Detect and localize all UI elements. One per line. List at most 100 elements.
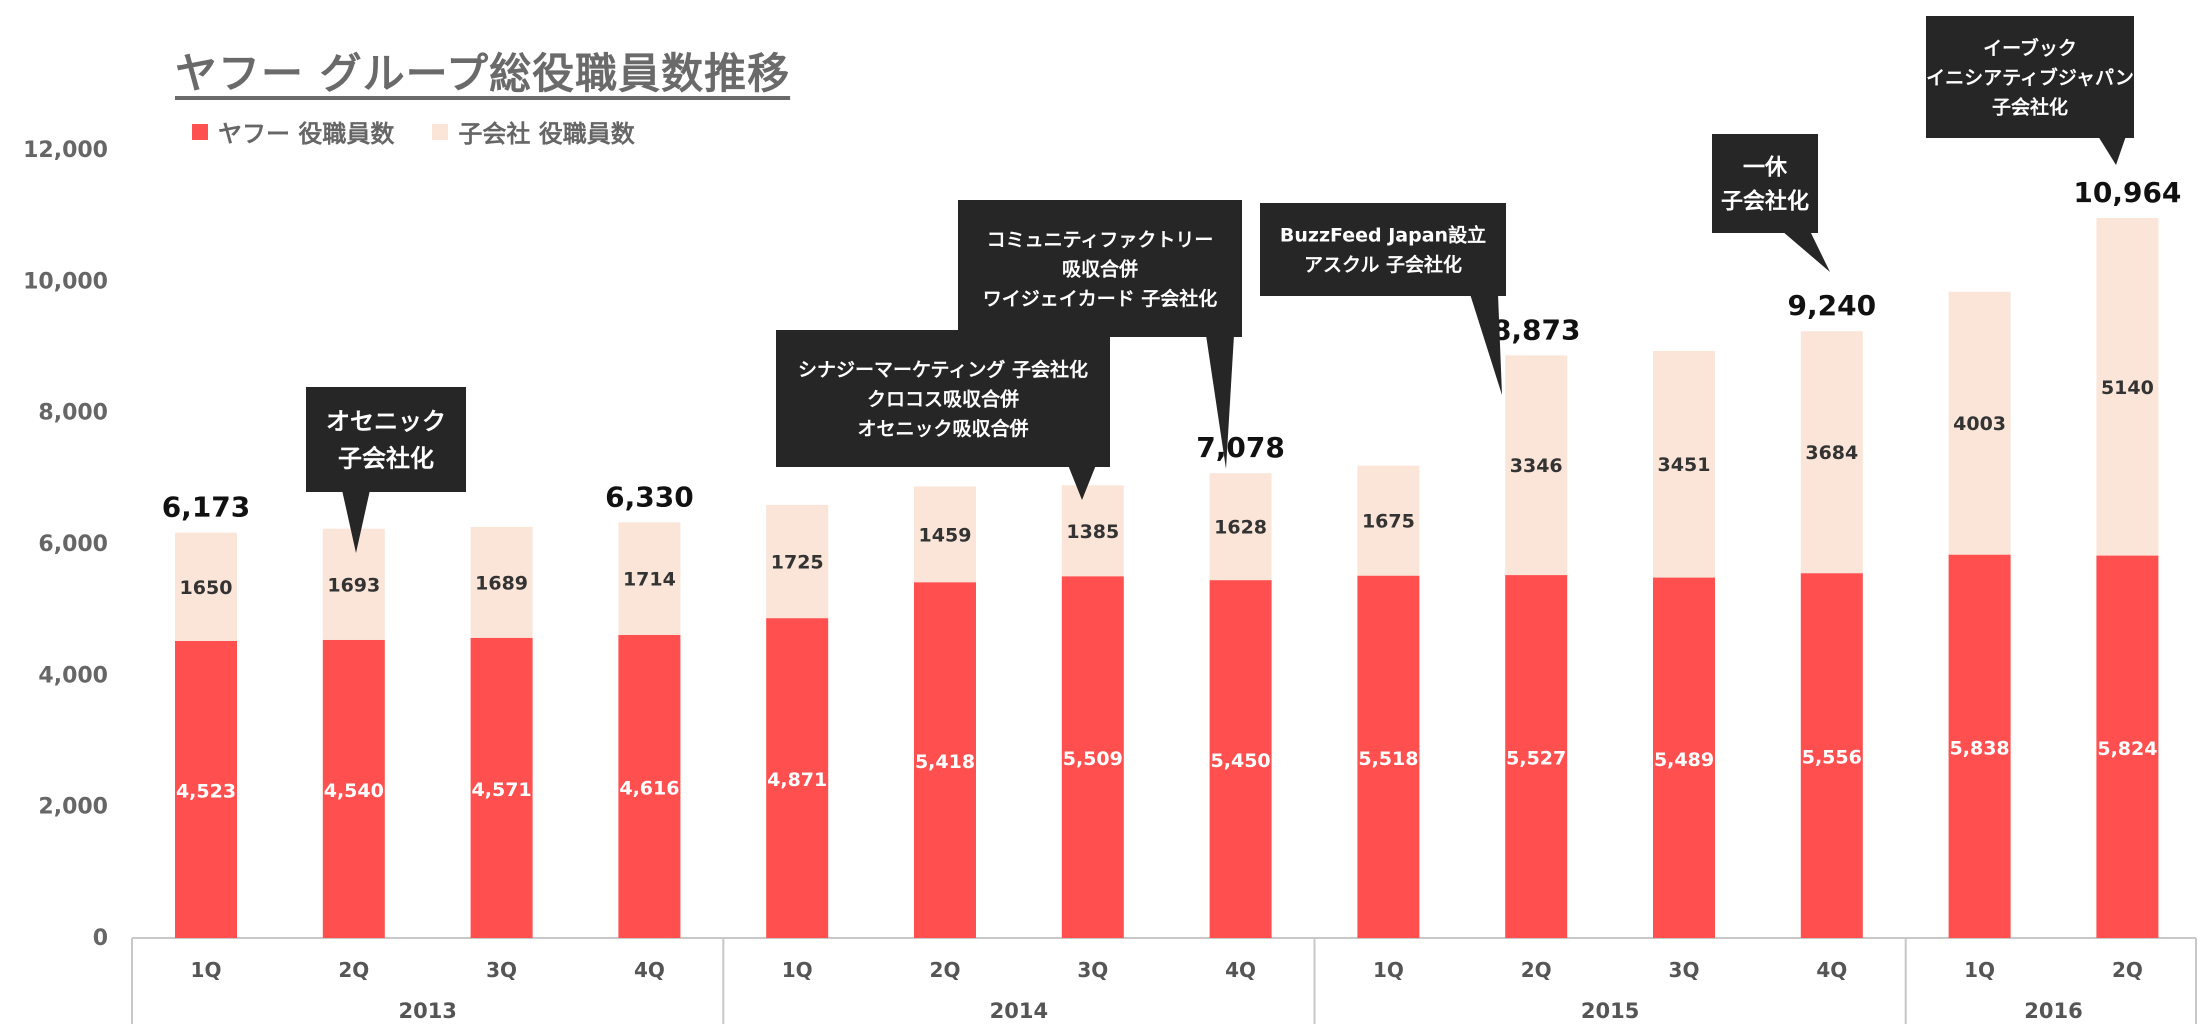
x-tick-label: 2Q (930, 958, 961, 982)
data-label-yahoo: 5,518 (1358, 748, 1418, 770)
bar-subsidiary (470, 526, 533, 638)
total-label: 6,330 (605, 480, 694, 513)
x-tick-label: 2Q (2112, 958, 2143, 982)
y-tick-label: 0 (93, 926, 108, 951)
bar-yahoo (470, 637, 533, 938)
data-label-yahoo: 5,489 (1654, 749, 1714, 771)
legend-item-subsidiary: 子会社 役職員数 (432, 114, 635, 149)
legend: ヤフー 役職員数 子会社 役職員数 (192, 114, 635, 149)
callout-box (1712, 134, 1818, 233)
x-group-label: 2014 (990, 999, 1048, 1023)
callout-pointer (2098, 136, 2126, 165)
bar-yahoo (1800, 573, 1863, 938)
data-label-subsidiary: 3451 (1658, 454, 1711, 476)
data-label-yahoo: 5,450 (1211, 750, 1271, 772)
x-group-label: 2013 (398, 999, 456, 1023)
bar-yahoo (618, 634, 681, 938)
data-label-yahoo: 4,540 (324, 780, 384, 802)
y-tick-label: 6,000 (38, 532, 108, 557)
callout-pointer (1068, 465, 1096, 500)
data-label-subsidiary: 3346 (1510, 455, 1563, 477)
x-tick-label: 1Q (1373, 958, 1404, 982)
x-tick-label: 1Q (782, 958, 813, 982)
bar-subsidiary (1061, 485, 1124, 577)
y-tick-label: 8,000 (38, 401, 108, 426)
bar-yahoo (1505, 575, 1568, 938)
bar-subsidiary (1209, 473, 1272, 581)
data-label-yahoo: 5,556 (1802, 747, 1862, 769)
y-tick-label: 12,000 (23, 138, 108, 163)
data-label-subsidiary: 1689 (475, 572, 528, 594)
callout-box (1260, 203, 1506, 296)
bar-subsidiary (766, 504, 829, 619)
data-label-yahoo: 4,523 (176, 780, 236, 802)
y-tick-label: 4,000 (38, 663, 108, 688)
callout-text: 子会社化 (1721, 188, 1809, 214)
data-label-yahoo: 4,571 (472, 779, 532, 801)
y-tick-label: 10,000 (23, 269, 108, 294)
bar-subsidiary (914, 486, 976, 583)
bar-subsidiary (618, 522, 681, 635)
bar-subsidiary (1948, 291, 2011, 555)
callout-pointer (1470, 294, 1502, 395)
x-tick-label: 2Q (1521, 958, 1552, 982)
bar-yahoo (1653, 577, 1715, 938)
bar-subsidiary (1505, 355, 1568, 576)
callout-text: イーブック (1983, 36, 2077, 59)
bar-subsidiary (1800, 331, 1863, 574)
total-label: 6,173 (162, 491, 251, 524)
bar-subsidiary (175, 532, 237, 641)
data-label-subsidiary: 1459 (919, 524, 972, 546)
x-tick-label: 3Q (1669, 958, 1700, 982)
data-label-yahoo: 5,838 (1950, 737, 2010, 759)
chart-title: ヤフー グループ総役職員数推移 (175, 49, 791, 98)
data-label-subsidiary: 5140 (2101, 377, 2154, 399)
callout-text: 一休 (1743, 155, 1788, 180)
legend-item-yahoo: ヤフー 役職員数 (192, 114, 394, 149)
data-label-yahoo: 5,418 (915, 751, 975, 773)
data-label-subsidiary: 1725 (771, 552, 824, 574)
callout-box (1926, 16, 2134, 138)
callout-box (776, 330, 1110, 467)
legend-label-subsidiary: 子会社 役職員数 (458, 120, 635, 148)
x-group-label: 2016 (2024, 999, 2082, 1023)
data-label-subsidiary: 4003 (1953, 413, 2006, 435)
bar-yahoo (1209, 580, 1272, 938)
bar-yahoo (1357, 575, 1420, 938)
legend-swatch-subsidiary (432, 123, 449, 140)
callout-text: クロコス吸収合併 (867, 387, 1019, 410)
legend-label-yahoo: ヤフー 役職員数 (218, 120, 395, 148)
data-label-yahoo: 5,509 (1063, 748, 1123, 770)
total-label: 10,964 (2073, 176, 2181, 209)
data-label-yahoo: 5,824 (2097, 738, 2157, 760)
bar-subsidiary (2096, 218, 2159, 556)
callout-text: オセニック (326, 408, 446, 436)
bar-yahoo (2096, 555, 2159, 938)
x-tick-label: 4Q (634, 958, 665, 982)
data-label-subsidiary: 1385 (1066, 521, 1119, 543)
x-tick-label: 2Q (338, 958, 369, 982)
bar-subsidiary (322, 528, 385, 640)
data-label-subsidiary: 1714 (623, 569, 676, 591)
callout-text: 子会社化 (1992, 95, 2068, 118)
callout-text: オセニック吸収合併 (857, 417, 1028, 440)
bar-subsidiary (1357, 465, 1420, 576)
callout-text: BuzzFeed Japan設立 (1280, 224, 1486, 247)
data-label-yahoo: 4,871 (767, 769, 827, 791)
callout-box (306, 387, 466, 492)
callout-pointer (1782, 231, 1830, 272)
callout-pointer (1206, 335, 1234, 469)
bar-subsidiary (1653, 350, 1715, 578)
bar-yahoo (914, 582, 976, 938)
bar-yahoo (1061, 576, 1124, 938)
legend-swatch-yahoo (192, 123, 208, 140)
data-label-subsidiary: 1628 (1214, 517, 1267, 539)
callout-text: 吸収合併 (1062, 257, 1138, 280)
callout-text: アスクル 子会社化 (1304, 253, 1462, 276)
callout-pointer (342, 490, 370, 553)
y-tick-label: 2,000 (38, 795, 108, 820)
callout-text: シナジーマーケティング 子会社化 (798, 358, 1088, 381)
data-label-yahoo: 5,527 (1506, 748, 1566, 770)
